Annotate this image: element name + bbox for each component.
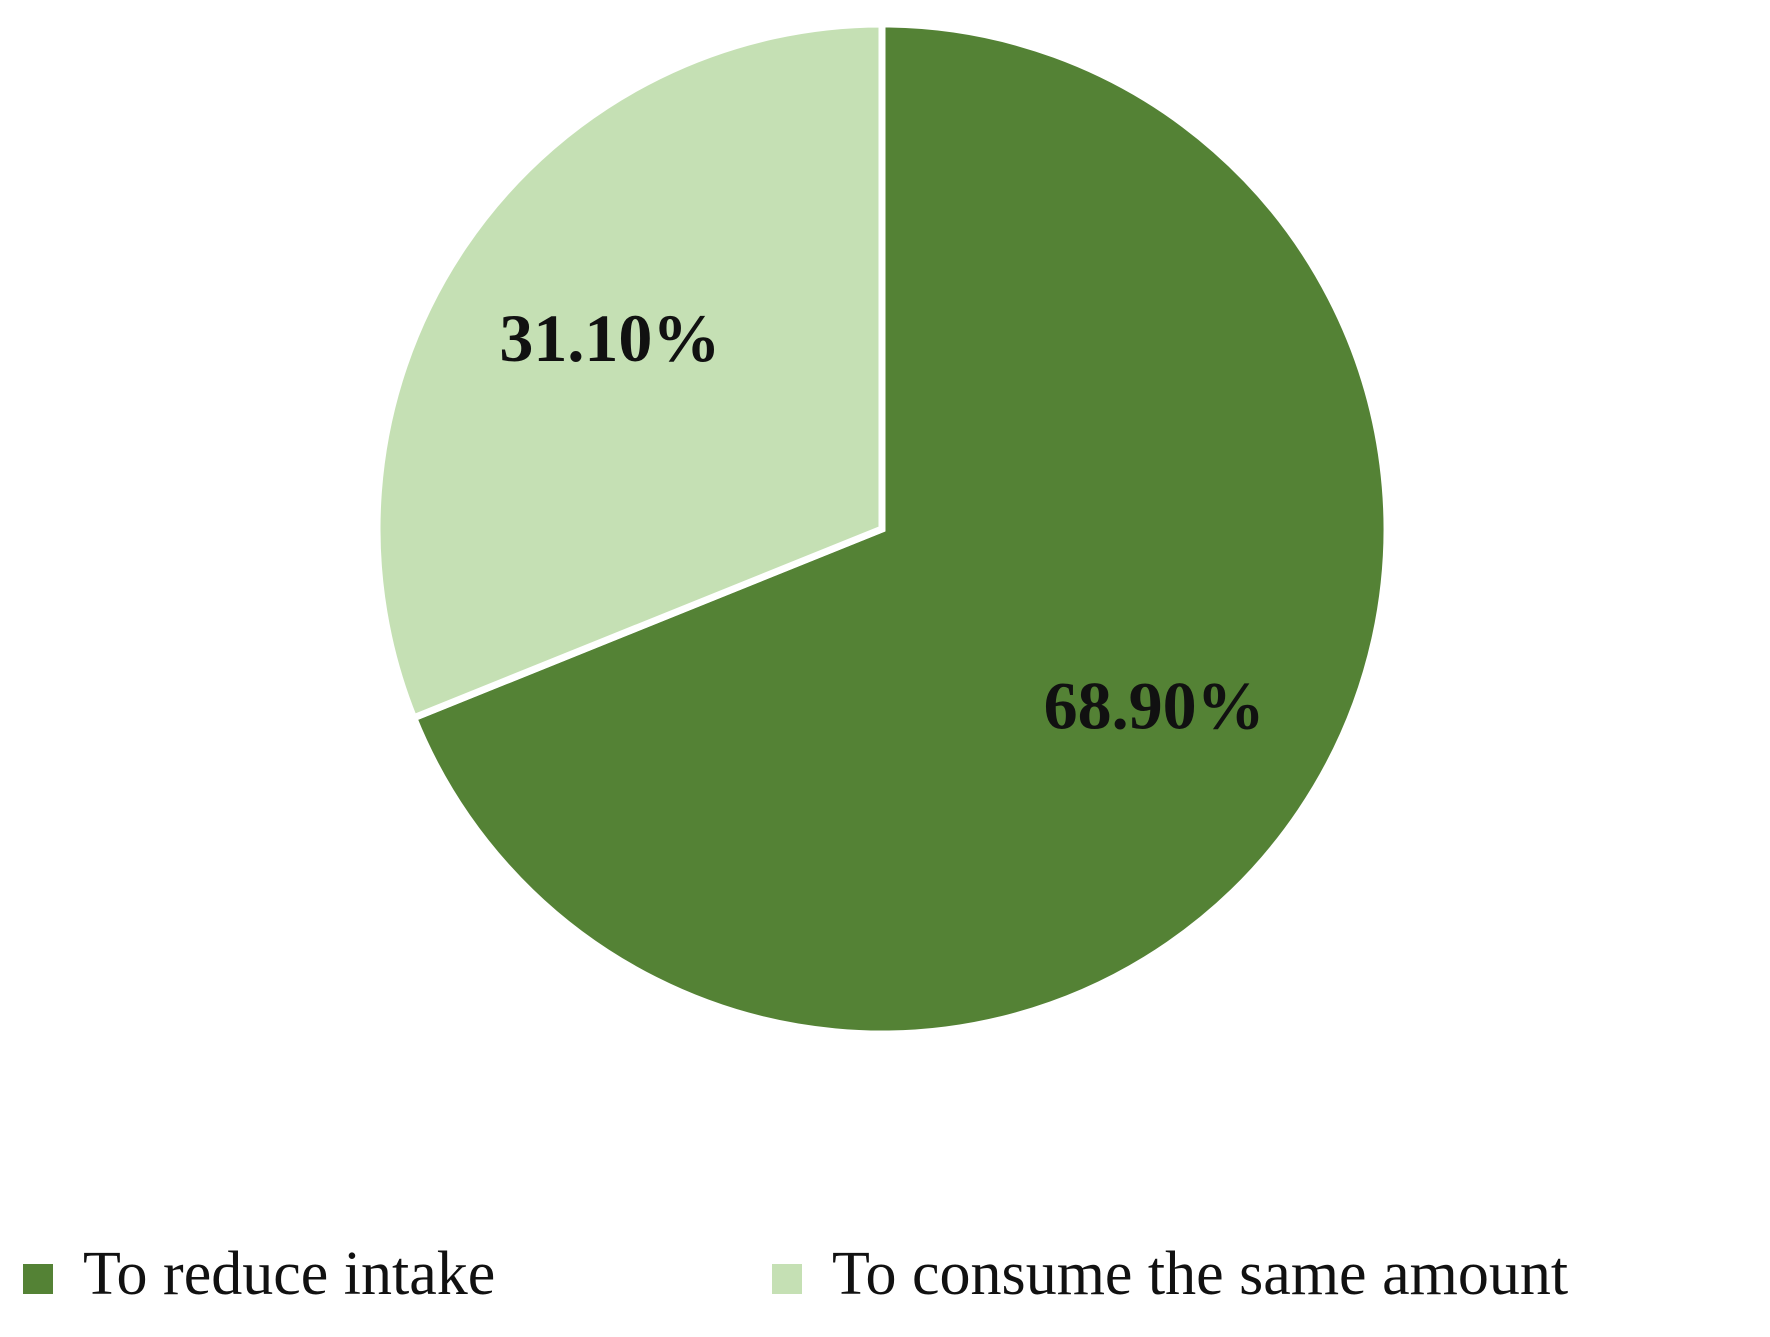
pie-slice [409,20,1391,1038]
legend-swatch [23,1264,53,1294]
data-label: 68.90% [1044,667,1265,743]
data-label: 31.10% [499,300,720,376]
legend-swatch [772,1264,802,1294]
pie-slice [373,20,886,723]
legend-label: To consume the same amount [832,1240,1568,1308]
legend-label: To reduce intake [83,1240,495,1308]
